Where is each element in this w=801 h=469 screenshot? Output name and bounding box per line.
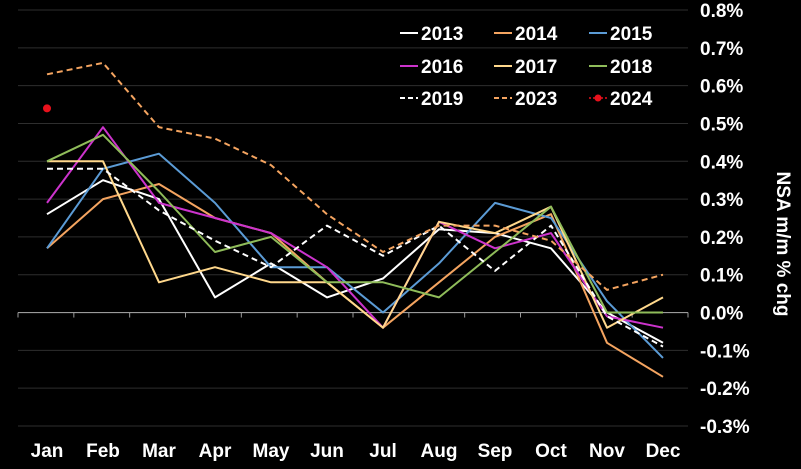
y-tick-label: 0.2% [700, 228, 743, 249]
x-tick-label: Mar [142, 441, 176, 462]
y-tick-label: 0.7% [700, 39, 743, 60]
y-tick-label: 0.3% [700, 190, 743, 211]
x-tick-label: Jan [31, 441, 64, 462]
legend-label: 2014 [515, 24, 558, 45]
legend-label: 2018 [610, 57, 652, 78]
legend-label: 2013 [421, 24, 463, 45]
legend-marker [595, 95, 602, 102]
x-tick-label: Jun [310, 441, 344, 462]
x-tick-label: Aug [421, 441, 458, 462]
x-tick-label: Jul [369, 441, 396, 462]
series-2024-point [43, 104, 51, 112]
legend-label: 2017 [515, 57, 557, 78]
x-tick-label: Dec [646, 441, 681, 462]
x-tick-label: Sep [478, 441, 513, 462]
y-tick-label: 0.8% [700, 1, 743, 22]
x-tick-label: Oct [535, 441, 567, 462]
legend-label: 2019 [421, 89, 463, 110]
x-tick-label: Feb [86, 441, 120, 462]
y-axis-label: NSA m/m % chg [772, 172, 793, 317]
x-tick-label: Nov [589, 441, 625, 462]
y-tick-label: 0.4% [700, 152, 743, 173]
y-tick-label: 0.6% [700, 77, 743, 98]
legend-label: 2023 [515, 89, 557, 110]
y-tick-label: 0.1% [700, 266, 743, 287]
y-tick-label: 0.0% [700, 304, 743, 325]
legend: 2013 2014 2015 2016 2017 2018 2019 2023 2024 [400, 24, 653, 110]
y-tick-label: -0.3% [700, 417, 750, 438]
y-tick-label: 0.5% [700, 114, 743, 135]
x-tick-label: May [253, 441, 290, 462]
y-tick-label: -0.1% [700, 341, 750, 362]
legend-label: 2024 [610, 89, 653, 110]
x-tick-label: Apr [199, 441, 232, 462]
y-tick-label: -0.2% [700, 379, 750, 400]
legend-label: 2015 [610, 24, 653, 45]
legend-label: 2016 [421, 57, 463, 78]
